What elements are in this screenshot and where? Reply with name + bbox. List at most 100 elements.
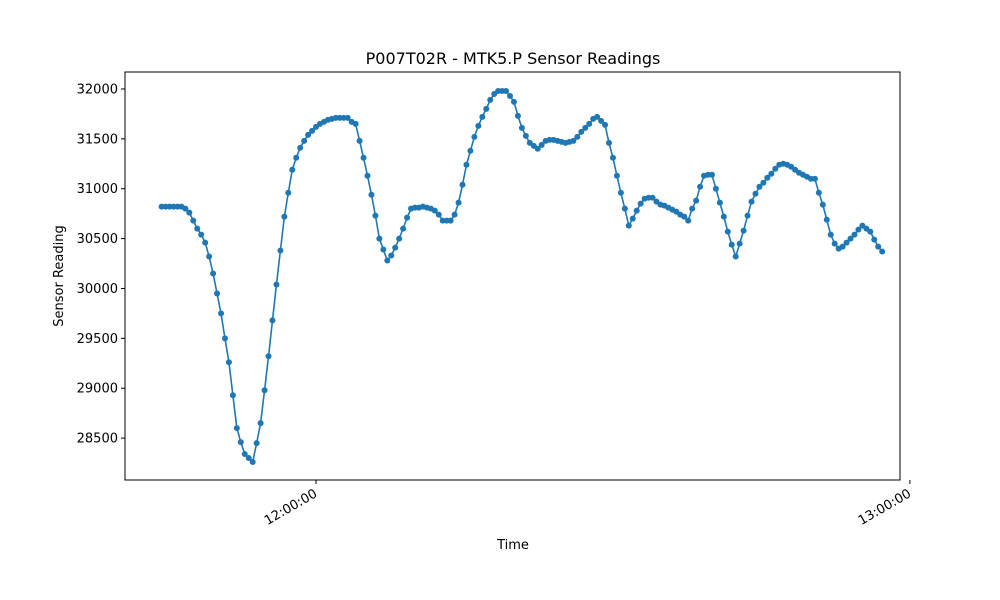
- data-point: [451, 211, 458, 218]
- data-point: [368, 191, 375, 198]
- data-point: [740, 227, 747, 234]
- data-point: [748, 198, 755, 205]
- data-point: [871, 236, 878, 243]
- data-point: [257, 420, 264, 427]
- data-point: [380, 246, 387, 253]
- data-point: [768, 170, 775, 177]
- data-point: [277, 247, 284, 254]
- y-tick-label: 29500: [77, 332, 118, 347]
- data-point: [518, 124, 525, 131]
- data-point: [586, 120, 593, 127]
- data-point: [621, 205, 628, 212]
- y-tick-label: 30500: [77, 232, 118, 247]
- data-point: [681, 213, 688, 220]
- data-point: [708, 171, 715, 178]
- data-point: [245, 455, 252, 462]
- data-point: [752, 190, 759, 197]
- data-point: [186, 209, 193, 216]
- data-point: [685, 217, 692, 224]
- data-point: [514, 112, 521, 119]
- data-point: [819, 201, 826, 208]
- data-point: [360, 154, 367, 161]
- data-point: [202, 239, 209, 246]
- data-point: [578, 128, 585, 135]
- data-point: [479, 113, 486, 120]
- data-point: [459, 181, 466, 188]
- data-point: [510, 98, 517, 105]
- data-point: [606, 139, 612, 146]
- data-point: [811, 175, 818, 182]
- data-point: [867, 228, 874, 235]
- data-point: [261, 387, 268, 394]
- data-point: [629, 215, 636, 222]
- data-point: [372, 212, 379, 219]
- y-tick-label: 31000: [77, 182, 118, 197]
- data-point: [225, 359, 232, 366]
- chart-title: P007T02R - MTK5.P Sensor Readings: [366, 49, 661, 68]
- data-point: [309, 127, 316, 134]
- data-point: [594, 113, 601, 120]
- data-point: [206, 253, 213, 260]
- data-point: [772, 165, 779, 172]
- data-point: [364, 172, 371, 179]
- data-point: [879, 248, 886, 255]
- data-point: [732, 253, 739, 260]
- data-point: [855, 226, 862, 233]
- data-point: [265, 353, 272, 360]
- data-point: [507, 92, 514, 99]
- data-point: [388, 252, 395, 259]
- data-point: [194, 225, 201, 232]
- data-point: [455, 199, 462, 206]
- data-point: [823, 216, 830, 223]
- y-tick-label: 28500: [77, 432, 118, 447]
- data-point: [404, 214, 411, 221]
- data-point: [253, 440, 260, 447]
- data-point: [471, 133, 478, 140]
- data-point: [435, 211, 442, 218]
- data-point: [617, 189, 624, 196]
- data-point: [697, 183, 704, 190]
- data-point: [233, 425, 240, 432]
- data-point: [875, 243, 882, 250]
- y-tick-label: 29000: [77, 382, 118, 397]
- data-point: [392, 244, 399, 251]
- x-axis-label: Time: [496, 538, 529, 553]
- data-point: [241, 451, 248, 458]
- data-point: [376, 235, 383, 242]
- data-point: [839, 243, 846, 250]
- data-point: [384, 257, 391, 264]
- data-point: [851, 231, 858, 238]
- data-point: [190, 217, 197, 224]
- data-point: [716, 199, 723, 206]
- data-point: [352, 120, 359, 127]
- data-point: [214, 290, 221, 297]
- axes-frame: [124, 71, 901, 481]
- data-point: [305, 131, 312, 138]
- y-axis-label: Sensor Reading: [52, 225, 67, 326]
- data-point: [289, 166, 296, 173]
- data-point: [764, 174, 771, 181]
- data-point: [689, 205, 696, 212]
- data-point: [396, 235, 403, 242]
- data-point: [400, 225, 407, 232]
- data-point: [598, 117, 605, 124]
- data-point: [198, 231, 205, 238]
- data-point: [221, 335, 228, 342]
- data-point: [744, 212, 751, 219]
- data-point: [522, 132, 529, 139]
- data-point: [249, 459, 256, 466]
- data-point: [487, 96, 494, 103]
- data-point: [447, 217, 454, 224]
- data-point: [728, 241, 735, 248]
- data-point: [827, 231, 834, 238]
- data-point: [756, 183, 763, 190]
- data-point: [344, 114, 351, 121]
- data-point: [269, 317, 276, 324]
- data-point: [843, 239, 850, 246]
- data-point: [625, 222, 632, 229]
- data-point: [736, 240, 743, 247]
- data-point: [693, 197, 700, 204]
- data-point: [356, 137, 363, 144]
